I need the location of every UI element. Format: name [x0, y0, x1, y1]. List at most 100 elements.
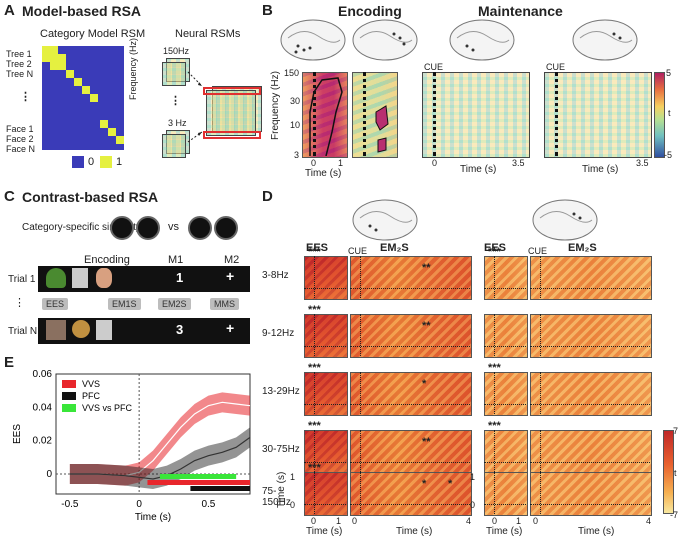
- significance-bar: [147, 480, 250, 485]
- d-em-xtick-0: 0: [352, 516, 358, 526]
- y-tick-label: 0.06: [33, 369, 53, 380]
- b-encoding-contour-right: [375, 105, 389, 153]
- panel-a-letter: A: [4, 2, 15, 19]
- d-heatmap-cell: [304, 372, 348, 416]
- category-model-matrix: [42, 46, 124, 150]
- d-onset-line: [360, 472, 361, 514]
- d-onset-line: [540, 372, 541, 414]
- brain-icon: [532, 199, 598, 241]
- panel-c-letter: C: [4, 188, 15, 205]
- d-ees-xaxis-right: Time (s): [486, 526, 523, 537]
- robot-icon: [96, 320, 112, 340]
- y-tick-label: 0: [46, 469, 52, 480]
- b-maint-xtick-35: 3.5: [512, 158, 525, 168]
- robot-icon: [136, 216, 160, 240]
- panel-e-letter: E: [4, 354, 15, 371]
- d-significance-marker: *: [422, 378, 427, 390]
- trial-dots: ⋮: [14, 297, 25, 309]
- d-onset-line: [540, 430, 541, 472]
- similarity-label: Category-specific similarity:: [22, 222, 144, 233]
- b-yaxis-label: Frequency (Hz): [270, 71, 281, 140]
- d-significance-marker: ***: [308, 304, 321, 316]
- d-heatmap-cell: [350, 430, 472, 474]
- panel-c-title: Contrast-based RSA: [22, 189, 159, 205]
- d-em-xaxis-right: Time (s): [578, 526, 615, 537]
- freq-dots: ⋮: [170, 95, 181, 107]
- encoding-title: Encoding: [338, 3, 402, 19]
- d-onset-line: [484, 462, 526, 463]
- tree-icon: [46, 268, 66, 288]
- vs-label: vs: [168, 221, 179, 233]
- d-onset-line: [540, 314, 541, 356]
- d-onset-line: [484, 504, 526, 505]
- b-colorbar-min: -5: [664, 150, 673, 160]
- d-ees-title-left: EES: [306, 242, 329, 254]
- d-onset-line: [494, 256, 495, 298]
- d-heatmap-cell: [530, 372, 652, 416]
- trialN-m1-digit: 3: [176, 322, 184, 337]
- d-band-label: 9-12Hz: [262, 328, 295, 339]
- d-heatmap-cell: [484, 372, 528, 416]
- b-maint-cue-line-1: [433, 72, 436, 156]
- freq-bottom-label: 3 Hz: [168, 118, 187, 128]
- row-label-face1: Face 1: [6, 124, 34, 134]
- d-significance-marker: ***: [308, 362, 321, 374]
- b-maint2-xtick-35: 3.5: [636, 158, 649, 168]
- x-tick-label: 0.5: [201, 499, 215, 510]
- d-significance-marker: ***: [308, 246, 321, 258]
- d-onset-line: [484, 346, 526, 347]
- d-significance-marker: ***: [488, 362, 501, 374]
- d-yaxis-label: Time (s): [276, 471, 287, 508]
- neural-rsm-stack-front: [206, 90, 256, 136]
- category-model-title: Category Model RSM: [40, 28, 146, 40]
- legend-swatch-1: [100, 156, 112, 168]
- d-significance-marker: **: [422, 262, 431, 274]
- d-heatmap-cell: [484, 256, 528, 300]
- brain-icon: [352, 199, 418, 241]
- plot-frame: [55, 373, 251, 495]
- d-onset-line: [304, 288, 346, 289]
- series-line: [69, 436, 251, 480]
- d-significance-marker: *: [448, 478, 453, 490]
- b-maintenance-map-1: [422, 72, 530, 158]
- em2s-label: EM2S: [158, 298, 191, 310]
- d-significance-marker: ***: [488, 420, 501, 432]
- col-m2: M2: [224, 254, 240, 266]
- d-onset-line: [350, 462, 470, 463]
- d-ytick-1-right: 1: [470, 472, 476, 482]
- y-tick-label: 0.02: [33, 436, 53, 447]
- d-heatmap-cell: [530, 256, 652, 300]
- robot-icon: [110, 216, 134, 240]
- d-ees-xtick-1: 1: [336, 516, 342, 526]
- b-maint-xaxis-label: Time (s): [460, 164, 497, 175]
- mms-label: MMS: [210, 298, 239, 310]
- legend-label: VVS vs PFC: [82, 403, 133, 413]
- b-encoding-map-right: [352, 72, 398, 158]
- b-enc-onset-right: [363, 72, 366, 156]
- neural-rsm-highlight-bottom: [203, 131, 261, 139]
- b-enc-onset-left: [313, 72, 316, 156]
- col-m1: M1: [168, 254, 184, 266]
- b-colorbar-label: t: [668, 108, 671, 118]
- b-enc-xtick-1: 1: [338, 158, 344, 168]
- row-label-tree1: Tree 1: [6, 49, 32, 59]
- d-band-label: 30-75Hz: [262, 444, 300, 455]
- panel-b-letter: B: [262, 2, 273, 19]
- x-tick-label: -0.5: [61, 499, 79, 510]
- d-onset-line: [530, 462, 650, 463]
- d-onset-line: [304, 504, 346, 505]
- b-encoding-contour-left: [309, 77, 343, 156]
- significance-bar: [190, 486, 250, 491]
- d-onset-line: [484, 404, 526, 405]
- d-onset-line: [360, 314, 361, 356]
- d-onset-line: [530, 504, 650, 505]
- d-onset-line: [360, 372, 361, 414]
- row-label-faceN: Face N: [6, 144, 36, 154]
- significance-bar: [159, 474, 237, 479]
- d-onset-line: [530, 404, 650, 405]
- legend-swatch-0: [72, 156, 84, 168]
- d-ees-title-right: EES: [484, 242, 507, 254]
- panel-d-letter: D: [262, 188, 273, 205]
- col-encoding: Encoding: [84, 254, 130, 266]
- d-onset-line: [314, 314, 315, 356]
